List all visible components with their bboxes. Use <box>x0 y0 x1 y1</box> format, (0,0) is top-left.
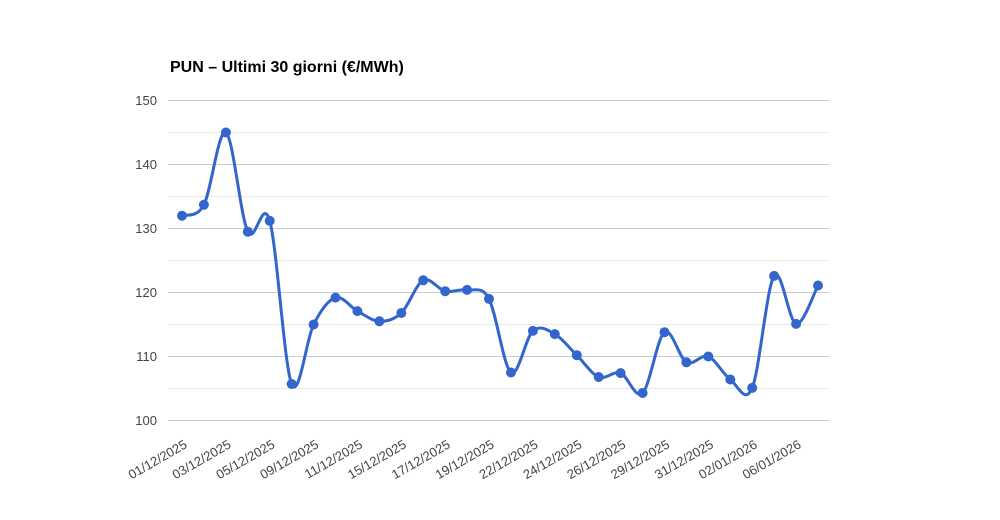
data-point[interactable] <box>703 351 714 362</box>
data-point[interactable] <box>440 286 451 297</box>
data-point[interactable] <box>177 210 187 221</box>
y-axis-tick-label: 150 <box>135 93 157 108</box>
data-point[interactable] <box>549 329 560 340</box>
data-point[interactable] <box>264 215 275 226</box>
data-point[interactable] <box>506 367 516 378</box>
data-point[interactable] <box>242 226 253 237</box>
data-point[interactable] <box>615 368 626 379</box>
y-axis-tick-label: 120 <box>135 285 157 300</box>
data-point[interactable] <box>198 199 209 210</box>
y-axis-tick-label: 110 <box>136 349 157 364</box>
data-point[interactable] <box>637 388 648 398</box>
data-point[interactable] <box>725 374 736 385</box>
data-point[interactable] <box>593 372 604 382</box>
data-point[interactable] <box>352 306 363 317</box>
data-point[interactable] <box>527 325 538 336</box>
data-point[interactable] <box>396 308 407 318</box>
data-point[interactable] <box>330 292 341 303</box>
data-point[interactable] <box>374 316 385 327</box>
data-point[interactable] <box>659 327 670 338</box>
data-point[interactable] <box>813 280 823 291</box>
y-axis-tick-label: 140 <box>135 157 157 172</box>
chart-title: PUN – Ultimi 30 giorni (€/MWh) <box>170 59 404 76</box>
data-point[interactable] <box>747 382 758 393</box>
data-point[interactable] <box>220 127 231 138</box>
data-point[interactable] <box>769 270 780 281</box>
series-line <box>180 130 820 397</box>
data-point[interactable] <box>308 319 319 330</box>
y-axis-tick-label: 130 <box>135 221 157 236</box>
data-point[interactable] <box>484 293 494 304</box>
data-point[interactable] <box>681 357 692 368</box>
data-point[interactable] <box>571 350 582 361</box>
y-axis-tick-label: 100 <box>135 413 157 428</box>
data-point[interactable] <box>286 379 297 389</box>
data-point[interactable] <box>418 275 429 286</box>
data-point[interactable] <box>462 284 473 295</box>
data-point[interactable] <box>791 318 802 329</box>
